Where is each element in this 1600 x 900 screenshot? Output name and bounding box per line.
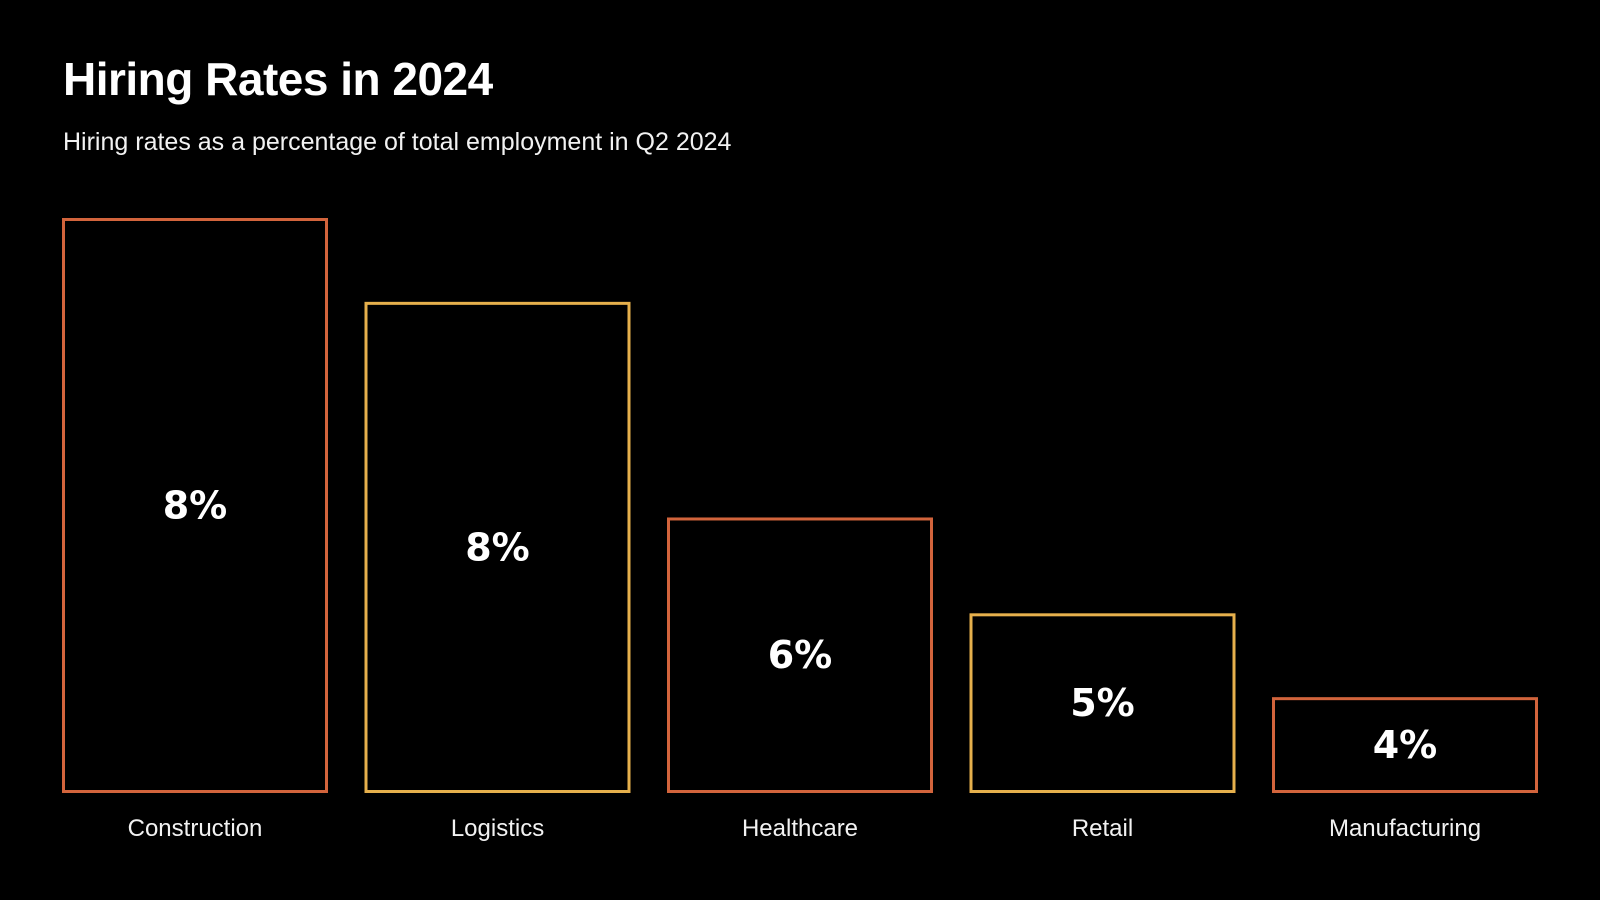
chart-title: Hiring Rates in 2024 <box>63 53 493 105</box>
bar-construction <box>62 218 328 793</box>
bar-manufacturing <box>1272 697 1538 794</box>
x-tick-label: Retail <box>1072 815 1133 842</box>
bar-healthcare <box>667 517 933 794</box>
x-tick-label: Construction <box>128 815 263 842</box>
data-label: 4% <box>1373 723 1438 767</box>
bar-logistics <box>364 301 631 793</box>
data-label: 8% <box>465 525 530 569</box>
chart-subtitle: Hiring rates as a percentage of total em… <box>63 128 732 156</box>
x-tick-label: Healthcare <box>742 815 858 842</box>
x-tick-label: Manufacturing <box>1329 815 1481 842</box>
data-label: 6% <box>768 633 833 677</box>
data-label: 8% <box>163 484 228 528</box>
bar-retail <box>969 613 1236 793</box>
x-tick-label: Logistics <box>451 815 544 842</box>
data-label: 5% <box>1070 681 1135 725</box>
